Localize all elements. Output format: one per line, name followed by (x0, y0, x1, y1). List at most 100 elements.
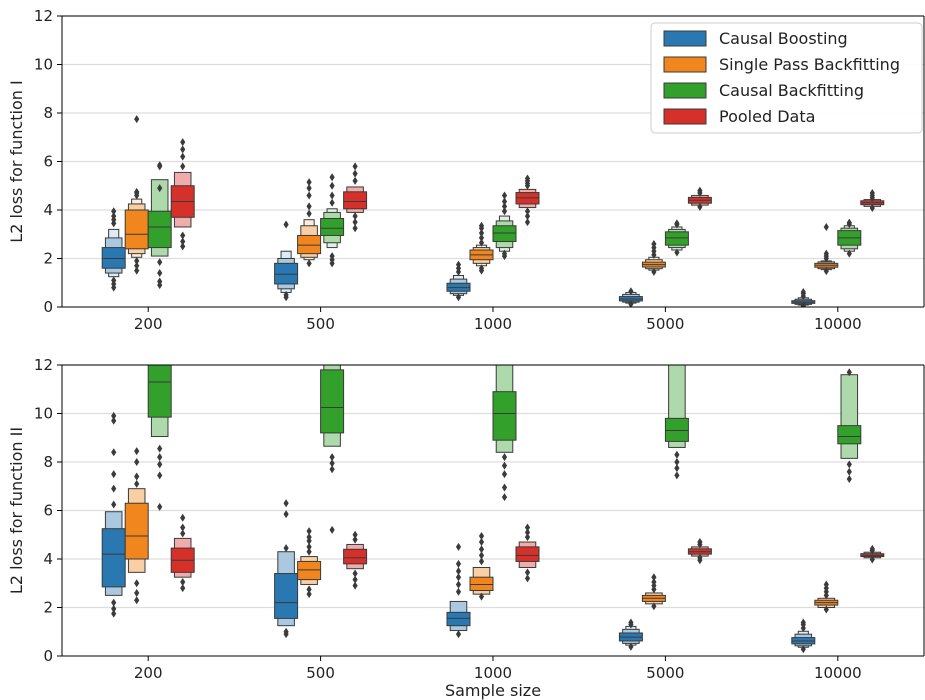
outlier-point (180, 578, 186, 587)
outlier-point (111, 470, 117, 479)
outlier-point (306, 259, 312, 268)
outlier-point (111, 283, 117, 292)
box-level (320, 369, 345, 434)
x-tick-label: 5000 (646, 664, 684, 682)
outlier-point (846, 368, 852, 377)
y-tick-label: 8 (43, 453, 53, 471)
outlier-point (478, 266, 485, 275)
outlier-point (157, 460, 163, 469)
x-tick-label: 1000 (474, 315, 512, 333)
outlier-point (134, 588, 140, 597)
box-level (492, 391, 517, 441)
outlier-point (823, 580, 829, 589)
outlier-point (352, 575, 358, 584)
legend-swatch (663, 82, 707, 99)
outlier-point (501, 461, 508, 470)
outlier-point (111, 609, 117, 618)
outlier-point (455, 630, 462, 639)
x-tick-label: 10000 (814, 664, 862, 682)
y-tick-label: 2 (43, 250, 53, 268)
outlier-point (501, 202, 508, 211)
outlier-point (283, 510, 289, 519)
outlier-point (157, 258, 163, 267)
outlier-point (329, 453, 335, 462)
outlier-point (283, 220, 289, 229)
y-tick-label: 0 (43, 298, 53, 316)
outlier-point (306, 533, 312, 542)
y-tick-label: 4 (43, 201, 53, 219)
box-level (664, 231, 689, 246)
outlier-point (478, 221, 485, 230)
outlier-point (134, 447, 140, 456)
outlier-point (134, 256, 140, 265)
x-tick-label: 10000 (814, 315, 862, 333)
outlier-point (157, 184, 163, 193)
outlier-point (111, 212, 117, 221)
legend-swatch (663, 108, 707, 125)
outlier-point (134, 115, 140, 124)
outlier-point (111, 207, 117, 216)
outlier-point (352, 535, 358, 544)
outlier-point (455, 559, 462, 568)
outlier-point (180, 138, 186, 147)
outlier-point (846, 474, 852, 483)
box-level (124, 502, 149, 560)
plot-area (101, 365, 885, 654)
box-level (320, 217, 345, 236)
outlier-point (111, 411, 117, 420)
outlier-point (846, 249, 852, 258)
outlier-point (823, 267, 829, 276)
outlier-point (697, 202, 703, 211)
y-tick-label: 12 (34, 7, 53, 25)
outlier-point (455, 567, 462, 576)
outlier-point (823, 222, 829, 231)
outlier-point (674, 464, 680, 473)
outlier-point (524, 533, 531, 542)
outlier-point (478, 233, 485, 242)
outlier-point (283, 544, 289, 553)
outlier-point (306, 202, 312, 211)
outlier-point (111, 604, 117, 613)
x-tick-label: 200 (134, 664, 163, 682)
outlier-point (111, 484, 117, 493)
plot-area (101, 115, 885, 307)
outlier-point (800, 618, 806, 627)
outlier-point (478, 551, 485, 560)
outlier-point (111, 416, 117, 425)
outlier-point (524, 174, 531, 183)
outlier-point (524, 212, 531, 221)
outlier-point (846, 218, 852, 227)
outlier-point (455, 573, 462, 582)
outlier-point (800, 301, 806, 307)
outlier-point (501, 191, 508, 200)
outlier-point (478, 238, 485, 247)
outlier-point (283, 630, 289, 639)
y-tick-label: 10 (34, 56, 53, 74)
outlier-point (283, 499, 289, 508)
box-level (147, 365, 172, 418)
outlier-point (134, 261, 140, 270)
outlier-point (180, 584, 186, 593)
outlier-point (180, 529, 186, 538)
outlier-point (478, 531, 485, 540)
box-level (124, 209, 149, 250)
outlier-point (157, 453, 163, 462)
outlier-point (478, 229, 485, 238)
y-tick-label: 4 (43, 550, 53, 568)
x-tick-label: 500 (306, 664, 335, 682)
outlier-point (329, 181, 335, 190)
outlier-point (329, 259, 335, 268)
box-level (469, 576, 494, 592)
outlier-point (524, 523, 531, 532)
outlier-point (352, 162, 358, 171)
outlier-point (501, 197, 508, 206)
outlier-point (524, 568, 531, 577)
outlier-point (628, 300, 634, 307)
box-level (664, 417, 689, 442)
outlier-point (180, 523, 186, 532)
outlier-point (306, 585, 312, 594)
legend-frame (650, 22, 923, 134)
outlier-point (651, 267, 657, 276)
outlier-point (352, 169, 358, 178)
outlier-point (134, 187, 140, 196)
